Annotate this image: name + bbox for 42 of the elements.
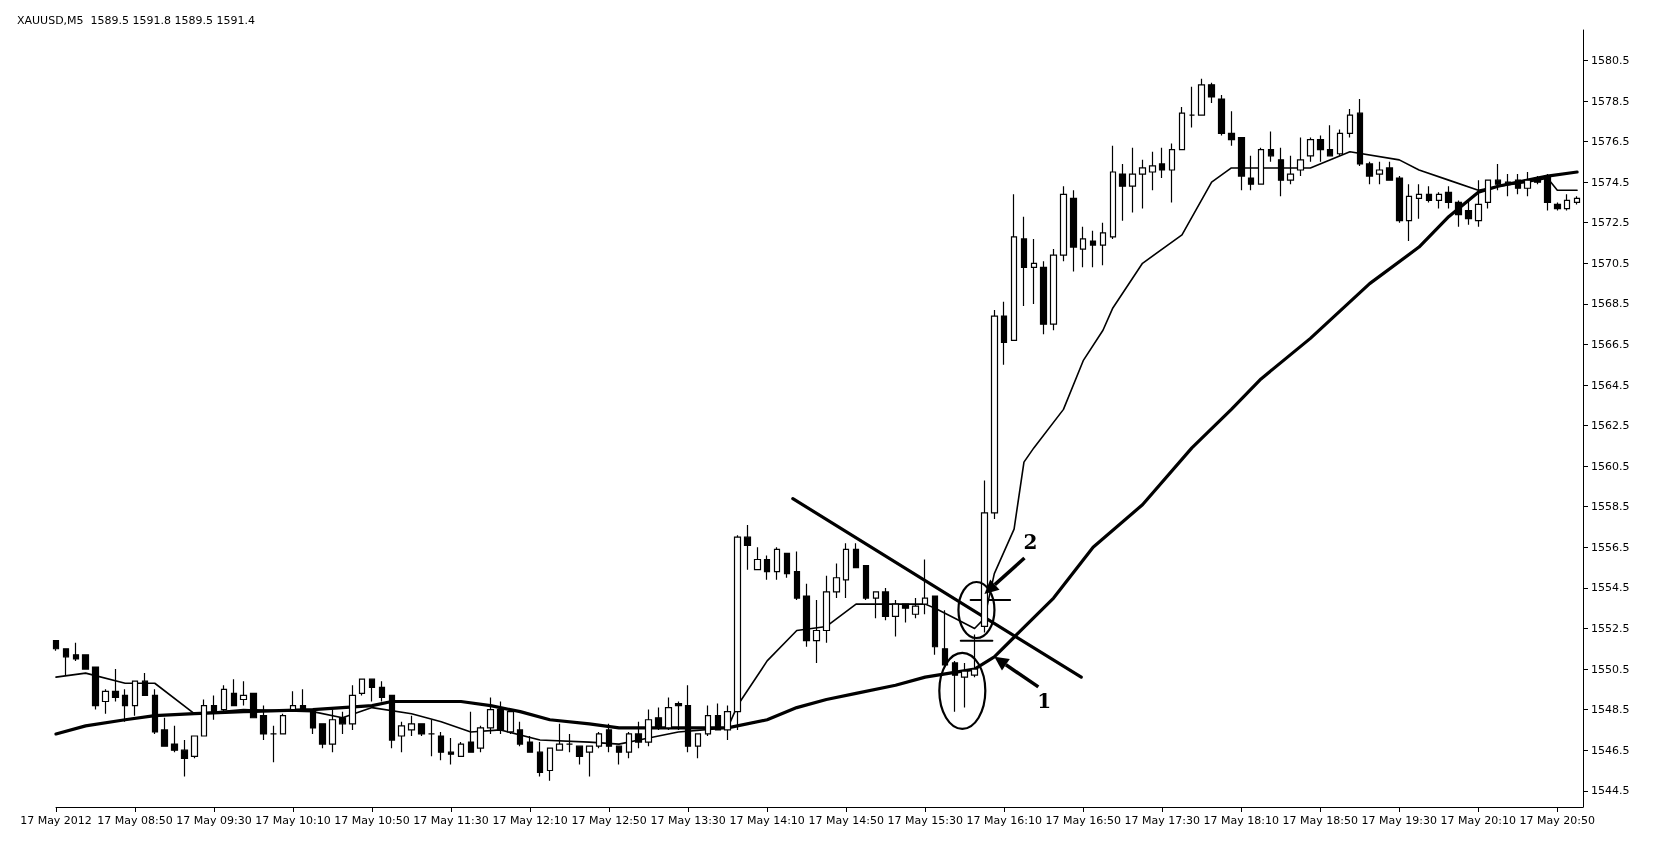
x-tick-label: 17 May 14:10 xyxy=(729,814,805,827)
annotation: 2 xyxy=(1023,530,1038,555)
x-tick-label: 17 May 20:50 xyxy=(1519,814,1596,827)
y-tick-label: 1544.5 xyxy=(1591,784,1630,798)
y-tick-label: 1570.5 xyxy=(1591,256,1630,270)
x-tick-label: 17 May 09:30 xyxy=(176,814,252,827)
x-tick-label: 17 May 18:10 xyxy=(1203,814,1279,827)
x-tick-label: 17 May 17:30 xyxy=(1124,814,1200,827)
y-tick-label: 1554.5 xyxy=(1591,581,1630,595)
y-tick-label: 1566.5 xyxy=(1591,337,1630,351)
x-tick-label: 17 May 10:10 xyxy=(255,814,331,827)
x-tick-label: 17 May 08:50 xyxy=(97,814,173,827)
x-tick-label: 17 May 2012 xyxy=(20,814,92,827)
x-tick-label: 17 May 13:30 xyxy=(650,814,726,827)
y-tick-label: 1562.5 xyxy=(1591,419,1630,433)
x-tick-label: 17 May 20:10 xyxy=(1440,814,1517,827)
x-tick-label: 17 May 10:50 xyxy=(334,814,410,827)
y-tick-label: 1568.5 xyxy=(1591,297,1630,311)
x-tick-label: 17 May 11:30 xyxy=(413,814,489,827)
chart-title: XAUUSD,M5 1589.5 1591.8 1589.5 1591.4 xyxy=(17,14,256,27)
x-tick-label: 17 May 14:50 xyxy=(808,814,884,827)
y-tick-label: 1578.5 xyxy=(1591,94,1630,108)
x-tick-label: 17 May 12:50 xyxy=(571,814,647,827)
y-tick-label: 1558.5 xyxy=(1591,500,1630,514)
y-tick-label: 1552.5 xyxy=(1591,621,1630,635)
y-tick-label: 1574.5 xyxy=(1591,175,1630,189)
x-tick-label: 17 May 18:50 xyxy=(1282,814,1358,827)
y-tick-label: 1550.5 xyxy=(1591,662,1630,676)
x-tick-label: 17 May 16:10 xyxy=(966,814,1042,827)
x-tick-label: 17 May 16:50 xyxy=(1045,814,1121,827)
y-tick-label: 1580.5 xyxy=(1591,53,1630,67)
y-tick-label: 1572.5 xyxy=(1591,216,1630,230)
annotation: 1 xyxy=(1037,689,1052,714)
x-tick-label: 17 May 15:30 xyxy=(887,814,963,827)
y-tick-label: 1546.5 xyxy=(1591,743,1630,757)
y-tick-label: 1548.5 xyxy=(1591,703,1630,717)
y-tick-label: 1564.5 xyxy=(1591,378,1630,392)
x-tick-label: 17 May 19:30 xyxy=(1361,814,1437,827)
y-tick-label: 1576.5 xyxy=(1591,135,1630,149)
y-tick-label: 1560.5 xyxy=(1591,459,1630,473)
x-tick-label: 17 May 12:10 xyxy=(492,814,568,827)
y-tick-label: 1556.5 xyxy=(1591,540,1630,554)
